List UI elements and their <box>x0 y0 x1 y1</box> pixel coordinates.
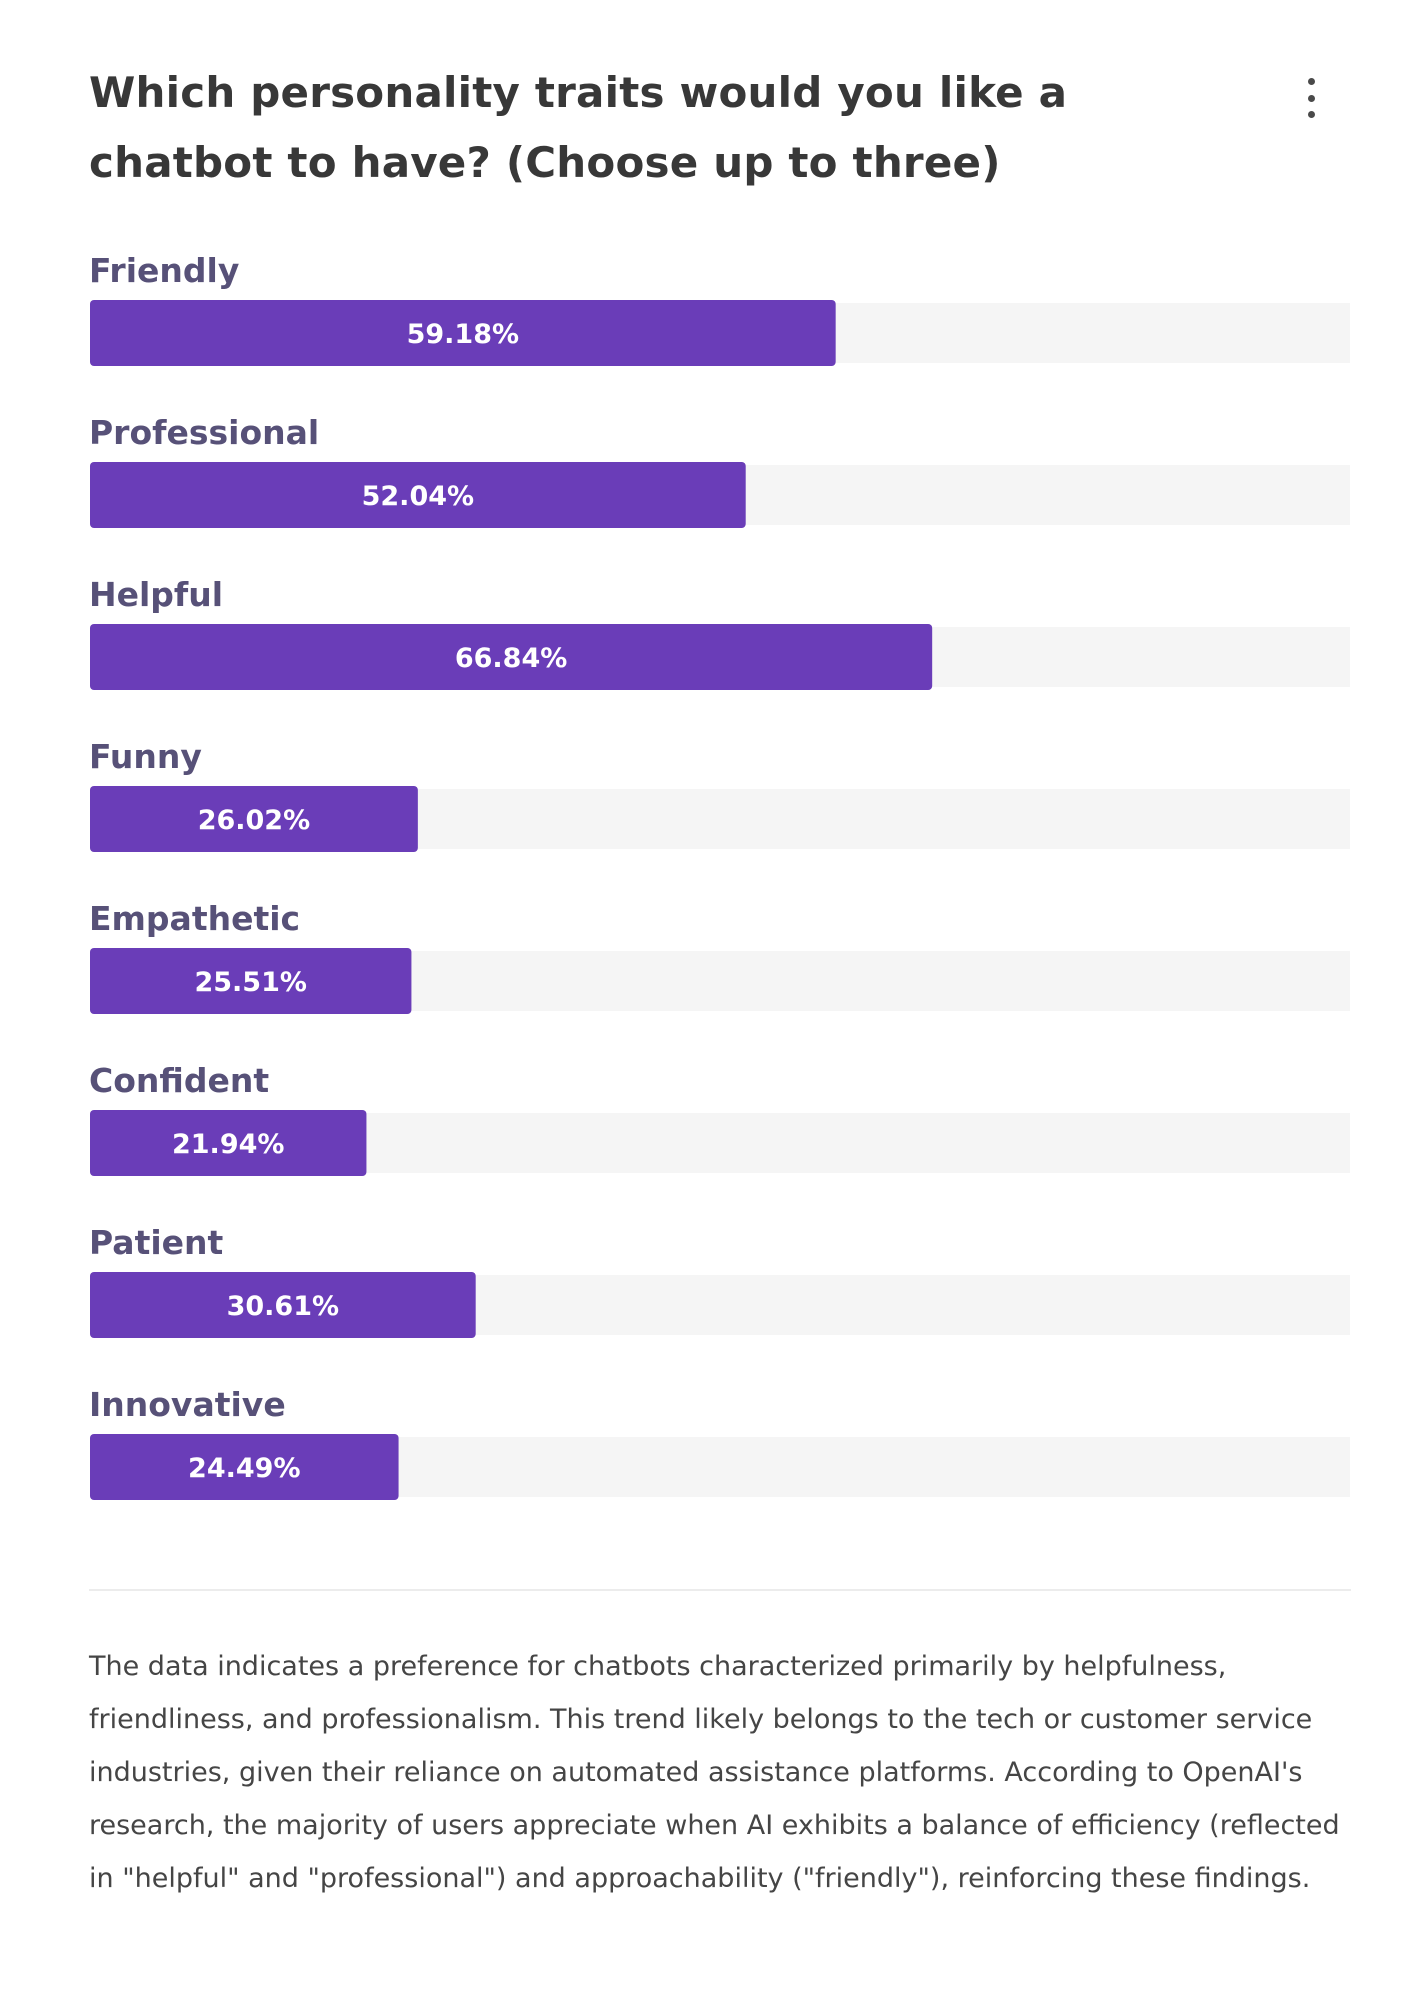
category-label: Professional <box>89 413 319 452</box>
bar-chart: Friendly 59.18% Professional 52.04% Helpful 6… <box>89 251 933 1500</box>
category-label: Patient <box>89 1223 224 1262</box>
more-vertical-icon-dot <box>1307 94 1315 102</box>
bar[interactable] <box>90 300 836 366</box>
bar[interactable] <box>90 1272 476 1338</box>
more-vertical-icon <box>1307 78 1315 85</box>
category-label: Confident <box>89 1061 269 1100</box>
bar[interactable] <box>90 462 746 528</box>
category-label: Friendly <box>89 251 239 290</box>
bar[interactable] <box>90 786 418 852</box>
value-label: 30.61% <box>227 1291 339 1322</box>
summary-text: The data indicates a preference for chat… <box>89 1651 1340 1894</box>
value-label: 25.51% <box>194 967 306 998</box>
divider <box>89 1589 1351 1591</box>
value-label: 66.84% <box>455 643 567 674</box>
bar[interactable] <box>90 624 933 690</box>
value-label: 59.18% <box>407 319 519 350</box>
bar[interactable] <box>90 1110 367 1176</box>
category-label: Funny <box>89 737 202 776</box>
value-label: 21.94% <box>172 1129 284 1160</box>
bar[interactable] <box>90 1434 399 1500</box>
more-vertical-icon-dot <box>1307 111 1315 118</box>
category-label: Innovative <box>89 1385 286 1424</box>
value-label: 52.04% <box>362 481 474 512</box>
chart-title: Which personality traits would you like … <box>89 68 1068 187</box>
bar[interactable] <box>90 948 412 1014</box>
value-label: 24.49% <box>188 1453 300 1484</box>
category-label: Helpful <box>89 575 223 614</box>
value-label: 26.02% <box>198 805 310 836</box>
more-options-button[interactable] <box>1298 78 1324 118</box>
category-label: Empathetic <box>89 899 300 938</box>
